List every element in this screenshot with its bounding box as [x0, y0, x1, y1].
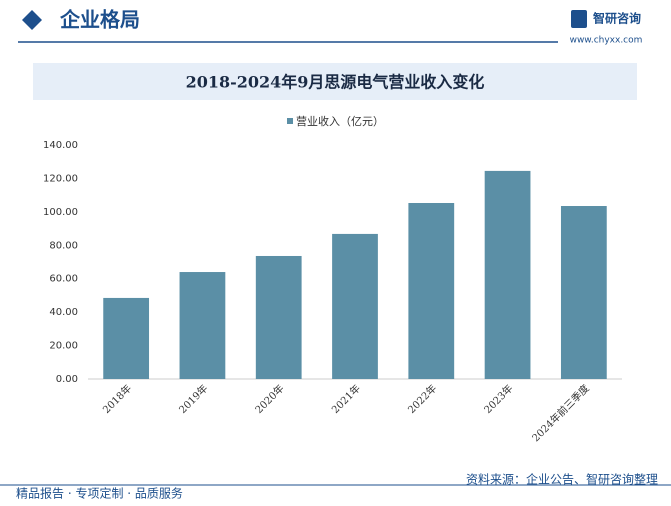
- y-tick-label: 100.00: [43, 207, 78, 218]
- bar: [255, 255, 302, 379]
- bar: [484, 170, 531, 379]
- brand-name: 智研咨询: [592, 11, 641, 26]
- y-tick-label: 60.00: [49, 274, 78, 285]
- legend-swatch: [287, 118, 293, 124]
- y-tick-label: 20.00: [49, 341, 78, 352]
- y-tick-label: 40.00: [49, 307, 78, 318]
- bar: [332, 233, 378, 379]
- footer-source: 资料来源：企业公告、智研咨询整理: [466, 472, 658, 487]
- diamond-icon: [22, 10, 42, 30]
- brand-url: www.chyxx.com: [570, 36, 643, 46]
- legend-label: 营业收入（亿元）: [296, 114, 384, 128]
- y-tick-label: 80.00: [49, 240, 78, 251]
- y-tick-label: 140.00: [43, 140, 78, 151]
- brand-logo: [571, 10, 587, 28]
- bar: [103, 297, 150, 379]
- title-band: [33, 63, 637, 100]
- y-tick-label: 0.00: [56, 374, 78, 385]
- bar: [408, 202, 455, 379]
- y-tick-label: 120.00: [43, 173, 78, 184]
- chart-title: 2018-2024年9月思源电气营业收入变化: [186, 73, 485, 92]
- bar: [560, 206, 607, 379]
- section-title: 企业格局: [59, 8, 140, 32]
- bar: [179, 272, 226, 379]
- footer-tagline: 精品报告 · 专项定制 · 品质服务: [16, 486, 183, 501]
